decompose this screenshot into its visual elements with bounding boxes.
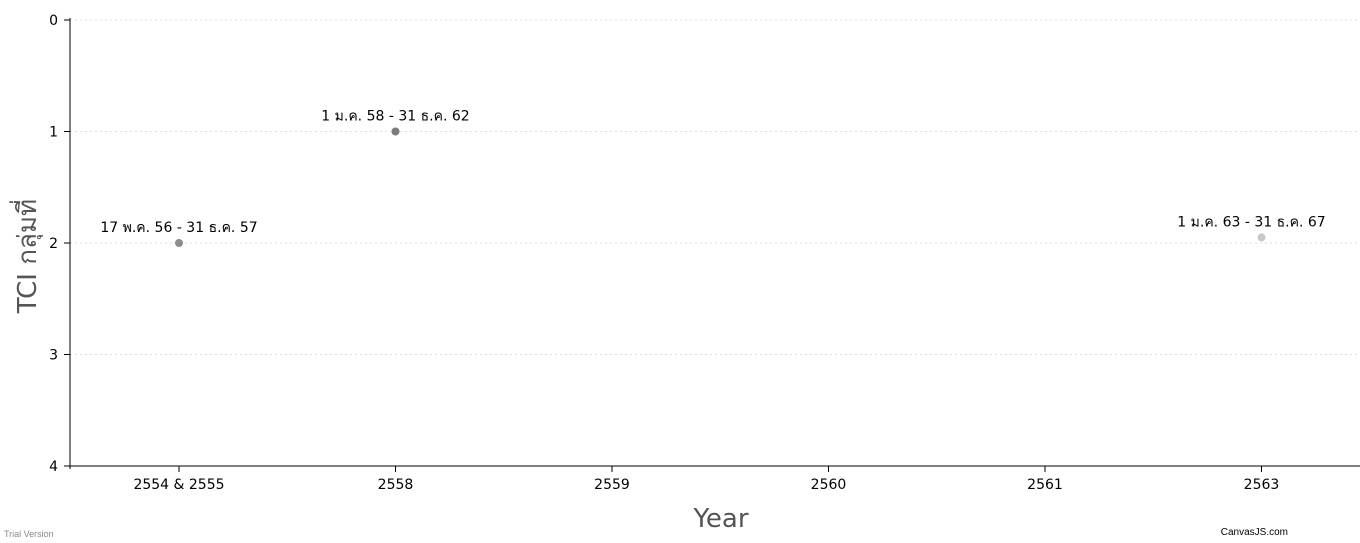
x-tick-label: 2554 & 2555 bbox=[133, 477, 224, 493]
data-point[interactable] bbox=[1257, 233, 1266, 242]
y-tick-label: 1 bbox=[49, 125, 58, 141]
x-tick-labels: 2554 & 2555 2558 2559 2560 2561 2563 bbox=[133, 466, 1279, 493]
y-tick-label: 0 bbox=[49, 13, 58, 29]
y-tick-label: 3 bbox=[49, 348, 58, 364]
x-tick-label: 2558 bbox=[378, 477, 414, 493]
y-axis-title: TCI กลุ่มที่ bbox=[9, 199, 43, 314]
canvasjs-brand-text: CanvasJS.com bbox=[1220, 527, 1288, 538]
grid-lines bbox=[70, 19, 1360, 355]
y-tick-label: 2 bbox=[49, 236, 58, 252]
data-point[interactable] bbox=[175, 239, 183, 247]
data-label: 1 ม.ค. 63 - 31 ธ.ค. 67 bbox=[1177, 214, 1325, 230]
x-tick-label: 2563 bbox=[1244, 477, 1280, 493]
x-tick-label: 2561 bbox=[1027, 477, 1063, 493]
x-axis-title: Year bbox=[692, 504, 748, 534]
y-tick-labels: 0 1 2 3 4 bbox=[49, 13, 70, 475]
x-tick-label: 2560 bbox=[811, 477, 847, 493]
trial-version-text: Trial Version bbox=[4, 529, 54, 539]
data-labels: 17 พ.ค. 56 - 31 ธ.ค. 57 1 ม.ค. 58 - 31 ธ.… bbox=[100, 109, 1325, 237]
data-points bbox=[175, 127, 1266, 247]
data-label: 1 ม.ค. 58 - 31 ธ.ค. 62 bbox=[321, 109, 469, 125]
y-tick-label: 4 bbox=[49, 459, 58, 475]
x-tick-label: 2559 bbox=[594, 477, 630, 493]
data-label: 17 พ.ค. 56 - 31 ธ.ค. 57 bbox=[100, 220, 257, 236]
data-point[interactable] bbox=[391, 127, 400, 136]
